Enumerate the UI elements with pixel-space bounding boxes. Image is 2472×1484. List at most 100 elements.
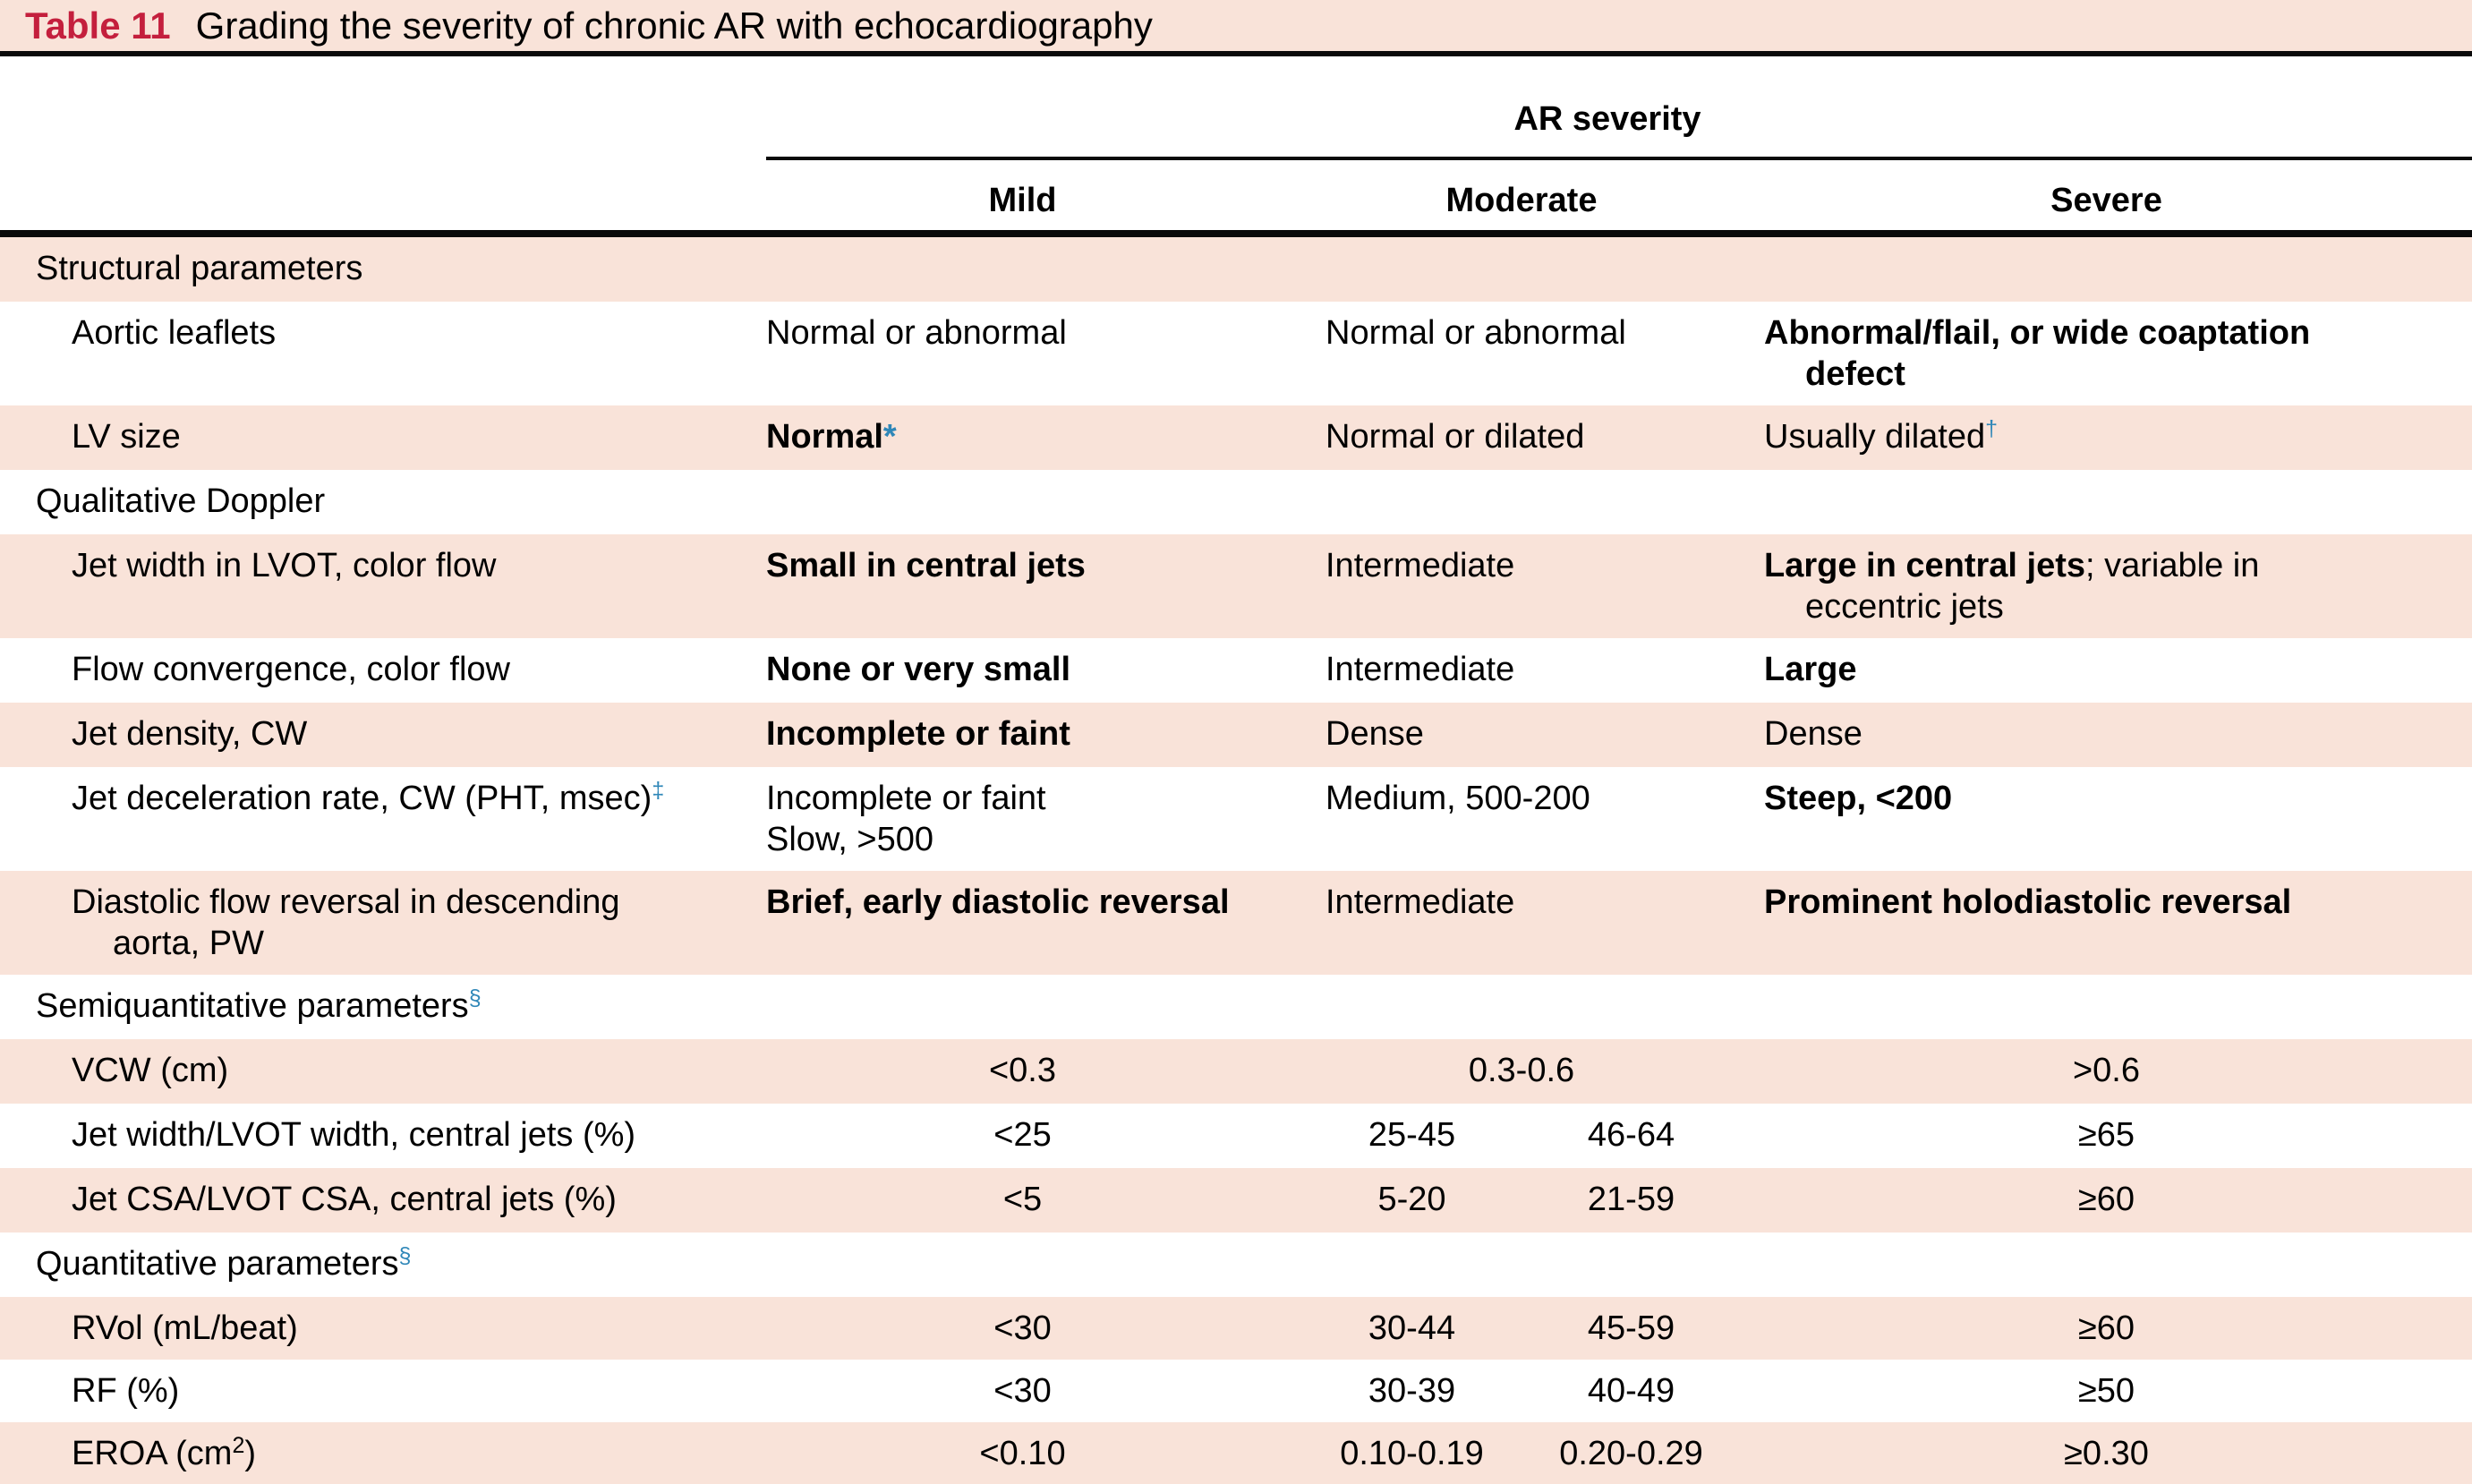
cell-mild: <25 [743, 1104, 1302, 1168]
text-line: Intermediate [1326, 882, 1734, 923]
parameter-row-flow-convergence: Flow convergence, color flow None or very… [0, 638, 2472, 703]
text-line: Slow, >500 [766, 819, 1295, 860]
text-segment: Intermediate [1326, 883, 1515, 921]
text-segment: Quantitative parameters [36, 1245, 399, 1283]
text-segment: Dense [1764, 715, 1863, 753]
text-line: Normal or abnormal [766, 312, 1295, 354]
parameter-row-aortic-leaflets: Aortic leaflets Normal or abnormal Normal … [0, 302, 2472, 405]
text-segment: Jet density, CW [72, 715, 308, 753]
row-label: RF (%) [0, 1360, 743, 1422]
text-segment: Steep, <200 [1764, 780, 1953, 817]
row-label: VCW (cm) [0, 1039, 743, 1104]
value: 21-59 [1587, 1181, 1675, 1218]
cell-severe: ≥65 [1741, 1104, 2472, 1168]
text-segment: ; variable in [2085, 547, 2260, 584]
row-label: Jet width/LVOT width, central jets (%) [0, 1104, 743, 1168]
text-line: Diastolic flow reversal in descending [72, 882, 743, 923]
row-label: RVol (mL/beat) [0, 1297, 743, 1360]
text-segment: Slow, >500 [766, 821, 933, 858]
row-label: Diastolic flow reversal in descending aor… [0, 871, 743, 975]
text-line: Jet CSA/LVOT CSA, central jets (%) [72, 1179, 743, 1220]
cell-moderate: Normal or abnormal [1302, 302, 1741, 405]
text-line: Prominent holodiastolic reversal [1764, 882, 2465, 923]
cell-moderate: Intermediate [1302, 871, 1741, 975]
parameter-row-jet-width-ratio: Jet width/LVOT width, central jets (%) <2… [0, 1104, 2472, 1168]
text-line: Steep, <200 [1764, 778, 2465, 819]
value: 40-49 [1587, 1372, 1675, 1410]
parameter-row-lv-size: LV size Normal* Normal or dilated Usually d… [0, 405, 2472, 470]
cell-severe: Large in central jets; variable in eccent… [1741, 534, 2472, 638]
row-label: LV size [0, 405, 743, 470]
cell-mild: <30 [743, 1297, 1302, 1360]
text-line: Intermediate [1326, 545, 1734, 586]
text-segment: Semiquantitative parameters [36, 987, 469, 1025]
text-segment: Incomplete or faint [766, 780, 1046, 817]
cell-moderate: Intermediate [1302, 638, 1741, 703]
text-segment: LV size [72, 418, 181, 456]
value: <25 [993, 1116, 1052, 1154]
divider-header-rule [0, 230, 2472, 237]
text-segment: Normal or abnormal [766, 314, 1067, 352]
table-title: Grading the severity of chronic AR with … [195, 4, 1153, 47]
text-line: Usually dilated† [1764, 416, 2465, 461]
value: 0.20-0.29 [1559, 1435, 1703, 1472]
value: 30-39 [1368, 1372, 1456, 1410]
text-line: Quantitative parameters§ [36, 1243, 2472, 1288]
text-segment: 2 [232, 1433, 245, 1458]
text-segment: ) [244, 1435, 257, 1472]
value: <30 [993, 1372, 1052, 1410]
cell-moderate: Dense [1302, 703, 1741, 767]
parameter-row-rf: RF (%) <30 30-39 40-49 ≥50 [0, 1360, 2472, 1422]
text-line: Small in central jets [766, 545, 1295, 586]
parameter-row-jet-deceleration-rate: Jet deceleration rate, CW (PHT, msec)‡ In… [0, 767, 2472, 871]
text-line: Intermediate [1326, 649, 1734, 690]
ar-severity-underline [766, 157, 2472, 160]
text-segment: Diastolic flow reversal in descending [72, 883, 620, 921]
text-segment: Jet width in LVOT, color flow [72, 547, 497, 584]
section-header-row: Quantitative parameters§ [0, 1232, 2472, 1297]
cell-mild: Brief, early diastolic reversal [743, 871, 1302, 975]
text-line: aorta, PW [72, 923, 743, 964]
parameter-row-vcw: VCW (cm) <0.3 0.3-0.6 >0.6 [0, 1039, 2472, 1104]
cell-severe: ≥50 [1741, 1360, 2472, 1422]
text-segment: Intermediate [1326, 651, 1515, 688]
text-line: Jet width in LVOT, color flow [72, 545, 743, 586]
value: 25-45 [1368, 1116, 1456, 1154]
cell-moderate: Intermediate [1302, 534, 1741, 638]
cell-mild: Incomplete or faint Slow, >500 [743, 767, 1302, 871]
cell-severe: Abnormal/flail, or wide coaptation defect [1741, 302, 2472, 405]
text-line: defect [1764, 354, 2465, 395]
footnote-marker: * [882, 418, 897, 456]
text-segment: Jet deceleration rate, CW (PHT, msec) [72, 780, 652, 817]
text-line: Jet density, CW [72, 713, 743, 755]
value: ≥60 [2077, 1309, 2135, 1347]
cell-moderate: 5-20 21-59 [1302, 1168, 1741, 1232]
text-segment: defect [1805, 355, 1905, 393]
cell-moderate: 0.10-0.19 0.20-0.29 [1302, 1422, 1741, 1484]
column-header-mild: Mild [988, 182, 1057, 219]
cell-severe: Dense [1741, 703, 2472, 767]
text-line: Flow convergence, color flow [72, 649, 743, 690]
cell-mild: <0.3 [743, 1039, 1302, 1104]
text-segment: Incomplete or faint [766, 715, 1070, 753]
cell-severe: ≥0.30 [1741, 1422, 2472, 1484]
text-segment: Small in central jets [766, 547, 1086, 584]
text-segment: EROA (cm [72, 1435, 233, 1472]
text-line: Large in central jets; variable in [1764, 545, 2465, 586]
text-line: VCW (cm) [72, 1050, 743, 1091]
value: 5-20 [1377, 1181, 1446, 1218]
value: <0.3 [988, 1052, 1057, 1089]
text-line: Qualitative Doppler [36, 481, 2472, 522]
column-header-severe: Severe [2050, 182, 2162, 219]
text-line: Incomplete or faint [766, 778, 1295, 819]
cell-mild: <30 [743, 1360, 1302, 1422]
cell-mild: <5 [743, 1168, 1302, 1232]
value: 46-64 [1587, 1116, 1675, 1154]
text-segment: None or very small [766, 651, 1071, 688]
divider-top-rule [0, 51, 2472, 56]
cell-moderate: 0.3-0.6 [1302, 1039, 1741, 1104]
cell-mild: <0.10 [743, 1422, 1302, 1484]
text-segment: RF (%) [72, 1372, 180, 1410]
text-segment: Brief, early diastolic reversal [766, 883, 1230, 921]
text-line: Jet deceleration rate, CW (PHT, msec)‡ [72, 778, 743, 823]
